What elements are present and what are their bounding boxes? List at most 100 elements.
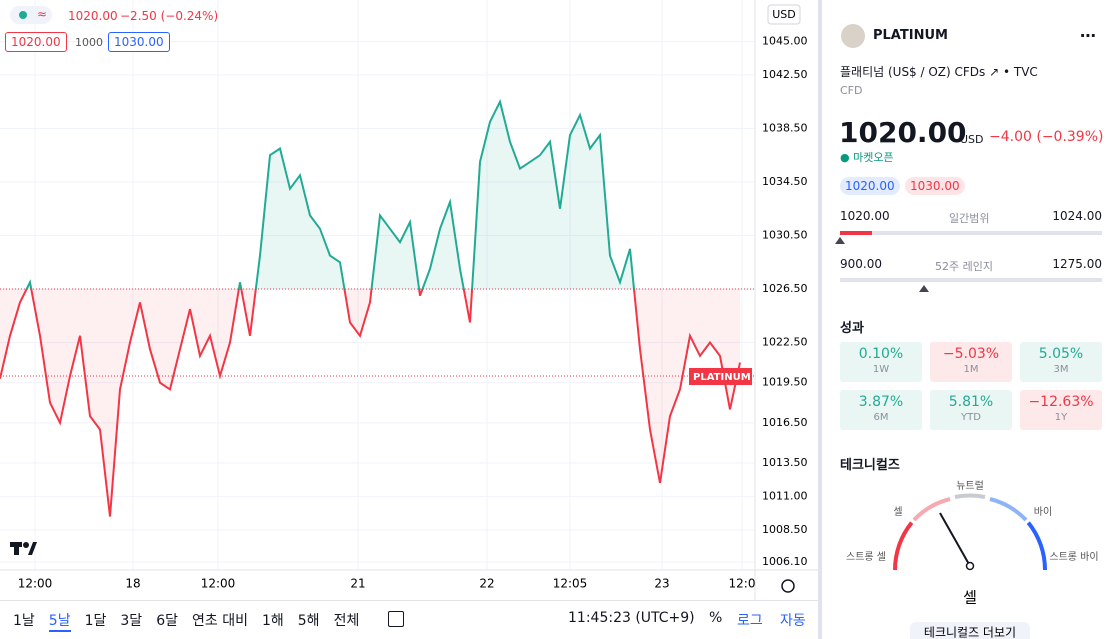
range-button[interactable]: 6달 [156,613,178,629]
gauge-arc [1026,521,1048,571]
gauge-arc [892,521,914,571]
exchange[interactable]: TVC [1013,65,1038,79]
rating: 셀 [963,589,977,607]
bid-pill: 1020.00 [840,177,900,195]
gauge-needle [939,512,971,567]
performance-period: 1M [963,364,979,375]
range-button[interactable]: 3달 [120,613,143,629]
x-tick-label: 12:00 [18,577,53,591]
range-button[interactable]: 1달 [84,613,107,629]
technicals-title: 테크니컬즈 [840,458,900,473]
x-tick-label: 23 [654,577,669,591]
y-tick-label: 1008.50 [762,523,808,536]
performance-cell: 3.87% 6M [840,390,922,430]
gauge-pivot [965,561,975,571]
performance-value: 5.81% [948,394,994,410]
y-tick-label: 1030.50 [762,228,808,241]
spread: 1000 [75,36,103,49]
day-high: 1024.00 [1052,209,1102,223]
y-tick-label: 1034.50 [762,175,808,188]
more-menu[interactable]: ⋯ [1080,26,1096,45]
status-pill[interactable]: ≈ [10,6,52,24]
status-row: ● 마켓오픈 [840,151,894,164]
y-tick-label: 1038.50 [762,121,808,134]
range-button[interactable]: 5날 [48,610,71,632]
x-tick-label: 12:00 [201,577,236,591]
range-button[interactable]: 5해 [297,613,320,629]
gauge-arc [912,497,951,522]
gauge-arc [989,497,1028,522]
auto-toggle[interactable]: 자동 [780,613,806,629]
x-tick-label: 22 [479,577,494,591]
x-tick-label: 12:0 [729,577,756,591]
splitter[interactable] [818,0,822,639]
symbol-icon [841,24,865,48]
performance-cell: −5.03% 1M [930,342,1012,382]
y-tick-label: 1006.10 [762,555,808,568]
day-low: 1020.00 [840,209,890,223]
gauge-label: 스트롱 바이 [1049,551,1098,563]
bid-box[interactable]: 1020.00 [5,32,67,52]
y-tick-label: 1026.50 [762,282,808,295]
performance-period: YTD [961,412,981,423]
performance-value: 3.87% [858,394,904,410]
settings-icon[interactable] [781,579,795,593]
y-tick-label: 1013.50 [762,456,808,469]
area-up [0,101,740,290]
ask-pill: 1030.00 [905,177,965,195]
change: −4.00 (−0.39%) [989,129,1104,145]
clock[interactable]: 11:45:23 (UTC+9) [568,610,695,626]
percent-toggle[interactable]: % [709,610,723,626]
currency[interactable]: USD [772,8,796,21]
range-button[interactable]: 1해 [261,613,284,629]
price-chart: USD 1045.00 1042.50 1038.50 1034.50 1030.50 1… [0,0,818,600]
last-price-tag [689,367,752,385]
performance-value: 0.10% [858,346,904,362]
currency-box[interactable] [767,4,801,25]
legend-change: −2.50 (−0.24%) [120,9,219,23]
performance-cell: 5.05% 3M [1020,342,1102,382]
year-high: 1275.00 [1052,257,1102,271]
legend-price: 1020.00 [68,9,118,23]
description: 플래티넘 (US$ / OZ) CFDs [840,65,986,79]
price-line-up [25,98,636,290]
year-range-bar [840,278,1102,282]
performance-period: 6M [873,412,889,423]
calendar-icon[interactable] [382,606,408,632]
log-toggle[interactable]: 로그 [737,613,763,629]
price-line-down [0,289,741,517]
more-button-label[interactable]: 테크니컬즈 더보기 [924,626,1016,639]
description-row: 플래티넘 (US$ / OZ) CFDs ↗ • TVC [840,65,1038,79]
performance-cell: 0.10% 1W [840,342,922,382]
year-marker [918,285,929,292]
range-button[interactable]: 연초 대비 [191,613,248,629]
performance-title: 성과 [840,321,864,336]
more-button[interactable] [910,622,1030,639]
gauge: 스트롱 셀 셀 뉴트럴 바이 스트롱 바이 셀 테크니컬즈 더보기 [846,479,1099,639]
performance-period: 3M [1053,364,1069,375]
ask-box[interactable]: 1030.00 [108,32,170,52]
performance-period: 1W [872,364,890,375]
price: 1020.00 [839,116,967,149]
gauge-arc [954,493,986,499]
y-tick-label: 1019.50 [762,376,808,389]
performance-value: 5.05% [1038,346,1084,362]
y-tick-label: 1016.50 [762,416,808,429]
divider [0,600,818,601]
logo [10,542,37,555]
x-tick-label: 18 [125,577,140,591]
gauge-label: 바이 [1034,506,1052,518]
range-button[interactable]: 1날 [13,613,35,629]
performance-value: −5.03% [942,346,1000,362]
kind: CFD [840,84,863,97]
range-button[interactable]: 전체 [333,613,360,629]
gauge-label: 뉴트럴 [956,479,984,492]
day-marker [835,237,845,244]
currency: USD [960,133,984,146]
y-tick-label: 1011.00 [762,489,808,502]
market-status: 마켓오픈 [853,151,894,164]
y-tick-label: 1042.50 [762,68,808,81]
gauge-label: 스트롱 셀 [846,551,886,563]
performance-cell: −12.63% 1Y [1020,390,1102,430]
y-tick-label: 1022.50 [762,336,808,349]
